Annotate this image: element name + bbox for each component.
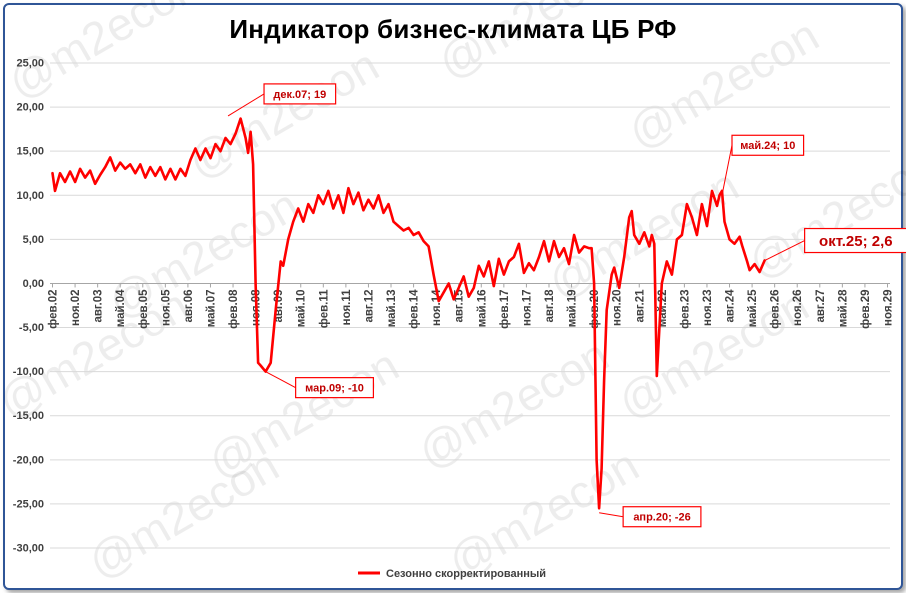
watermark-text: @m2econ: [79, 438, 287, 588]
annotation-leader: [721, 145, 733, 196]
x-tick-label: авг.12: [363, 289, 375, 322]
x-tick-label: май.04: [115, 289, 127, 327]
y-tick-label: -20,00: [13, 454, 44, 466]
grid-lines: [50, 62, 890, 549]
y-axis-ticks: 25,00 20,00 15,00 10,00 5,00 0,00 -5,00 -10,00 -…: [13, 58, 44, 555]
x-tick-label: авг.24: [725, 289, 737, 323]
y-tick-label: 25,00: [16, 58, 44, 70]
y-tick-label: 10,00: [16, 190, 44, 202]
x-tick-label: авг.27: [815, 289, 827, 322]
x-tick-label: ноя.02: [70, 289, 82, 326]
x-tick-label: май.16: [476, 289, 488, 327]
x-tick-label: авг.21: [634, 289, 646, 323]
y-tick-label: -10,00: [13, 366, 44, 378]
x-tick-label: ноя.29: [882, 289, 894, 326]
annotation-box: [295, 377, 375, 399]
x-tick-label: май.28: [837, 289, 849, 327]
x-tick-label: ноя.11: [341, 289, 353, 325]
watermark-text: @m2econ: [0, 0, 207, 109]
x-tick-label: май.25: [747, 289, 759, 327]
x-tick-label: фев.08: [228, 289, 240, 329]
annotation-callout: окт.25; 2,6: [764, 227, 906, 261]
y-tick-label: 15,00: [16, 146, 44, 158]
x-tick-label: авг.03: [93, 289, 105, 322]
x-tick-label: май.07: [205, 289, 217, 327]
watermark-text: @m2econ: [409, 328, 617, 478]
x-tick-label: фев.23: [679, 289, 691, 328]
watermark-text: @m2econ: [429, 0, 637, 89]
x-tick-label: ноя.23: [702, 289, 714, 326]
y-tick-label: 5,00: [23, 234, 44, 246]
annotation-leader: [227, 93, 265, 117]
x-tick-label: фев.02: [48, 289, 60, 328]
annotation-label: май.24; 10: [740, 140, 795, 152]
x-tick-label: фев.14: [409, 289, 421, 329]
annotation-label: дек.07; 19: [273, 89, 326, 101]
annotation-leader: [764, 240, 805, 261]
annotation-leader: [265, 371, 296, 389]
x-tick-label: фев.17: [499, 289, 511, 328]
x-tick-label: фев.29: [860, 289, 872, 328]
x-tick-label: фев.11: [318, 289, 330, 328]
watermark-text: @m2econ: [439, 438, 647, 588]
legend-label: Сезонно скорректированный: [386, 568, 546, 580]
watermark-text: @m2econ: [739, 138, 906, 288]
x-tick-label: май.10: [296, 289, 308, 327]
annotations: дек.07; 19 мар.09; -10 апр.20; -26 май.24; …: [227, 83, 906, 528]
annotation-box: [804, 227, 906, 254]
legend: Сезонно скорректированный: [358, 568, 546, 580]
y-tick-label: -25,00: [13, 498, 44, 510]
annotation-callout: май.24; 10: [721, 134, 805, 196]
annotation-label: окт.25; 2,6: [819, 233, 893, 250]
annotation-label: мар.09; -10: [305, 383, 364, 395]
y-tick-label: -5,00: [19, 322, 44, 334]
x-tick-label: авг.06: [183, 289, 195, 322]
y-tick-label: 0,00: [23, 278, 44, 290]
annotation-callout: дек.07; 19: [227, 83, 337, 117]
annotation-callout: мар.09; -10: [265, 371, 375, 399]
y-tick-label: -15,00: [13, 410, 44, 422]
series-layer: [51, 117, 766, 510]
x-tick-label: ноя.05: [160, 289, 172, 326]
x-tick-label: авг.15: [454, 289, 466, 323]
x-tick-label: май.13: [386, 289, 398, 327]
annotation-callout: апр.20; -26: [599, 506, 702, 528]
x-tick-label: ноя.26: [792, 289, 804, 326]
x-tick-label: фев.26: [770, 289, 782, 328]
chart-title: Индикатор бизнес-климата ЦБ РФ: [229, 14, 677, 44]
annotation-box: [622, 506, 702, 528]
annotation-leader: [599, 512, 624, 518]
annotation-box: [731, 134, 805, 156]
x-tick-label: фев.05: [138, 289, 150, 329]
x-tick-label: ноя.20: [612, 289, 624, 326]
watermark-text: @m2econ: [179, 38, 387, 188]
annotation-label: апр.20; -26: [633, 512, 690, 524]
annotation-box: [263, 83, 337, 105]
x-tick-label: ноя.17: [521, 289, 533, 326]
y-tick-label: 20,00: [16, 102, 44, 114]
x-tick-label: авг.18: [544, 289, 556, 323]
x-tick-label: май.19: [567, 289, 579, 327]
series-line: [51, 117, 766, 510]
y-tick-label: -30,00: [13, 543, 44, 555]
